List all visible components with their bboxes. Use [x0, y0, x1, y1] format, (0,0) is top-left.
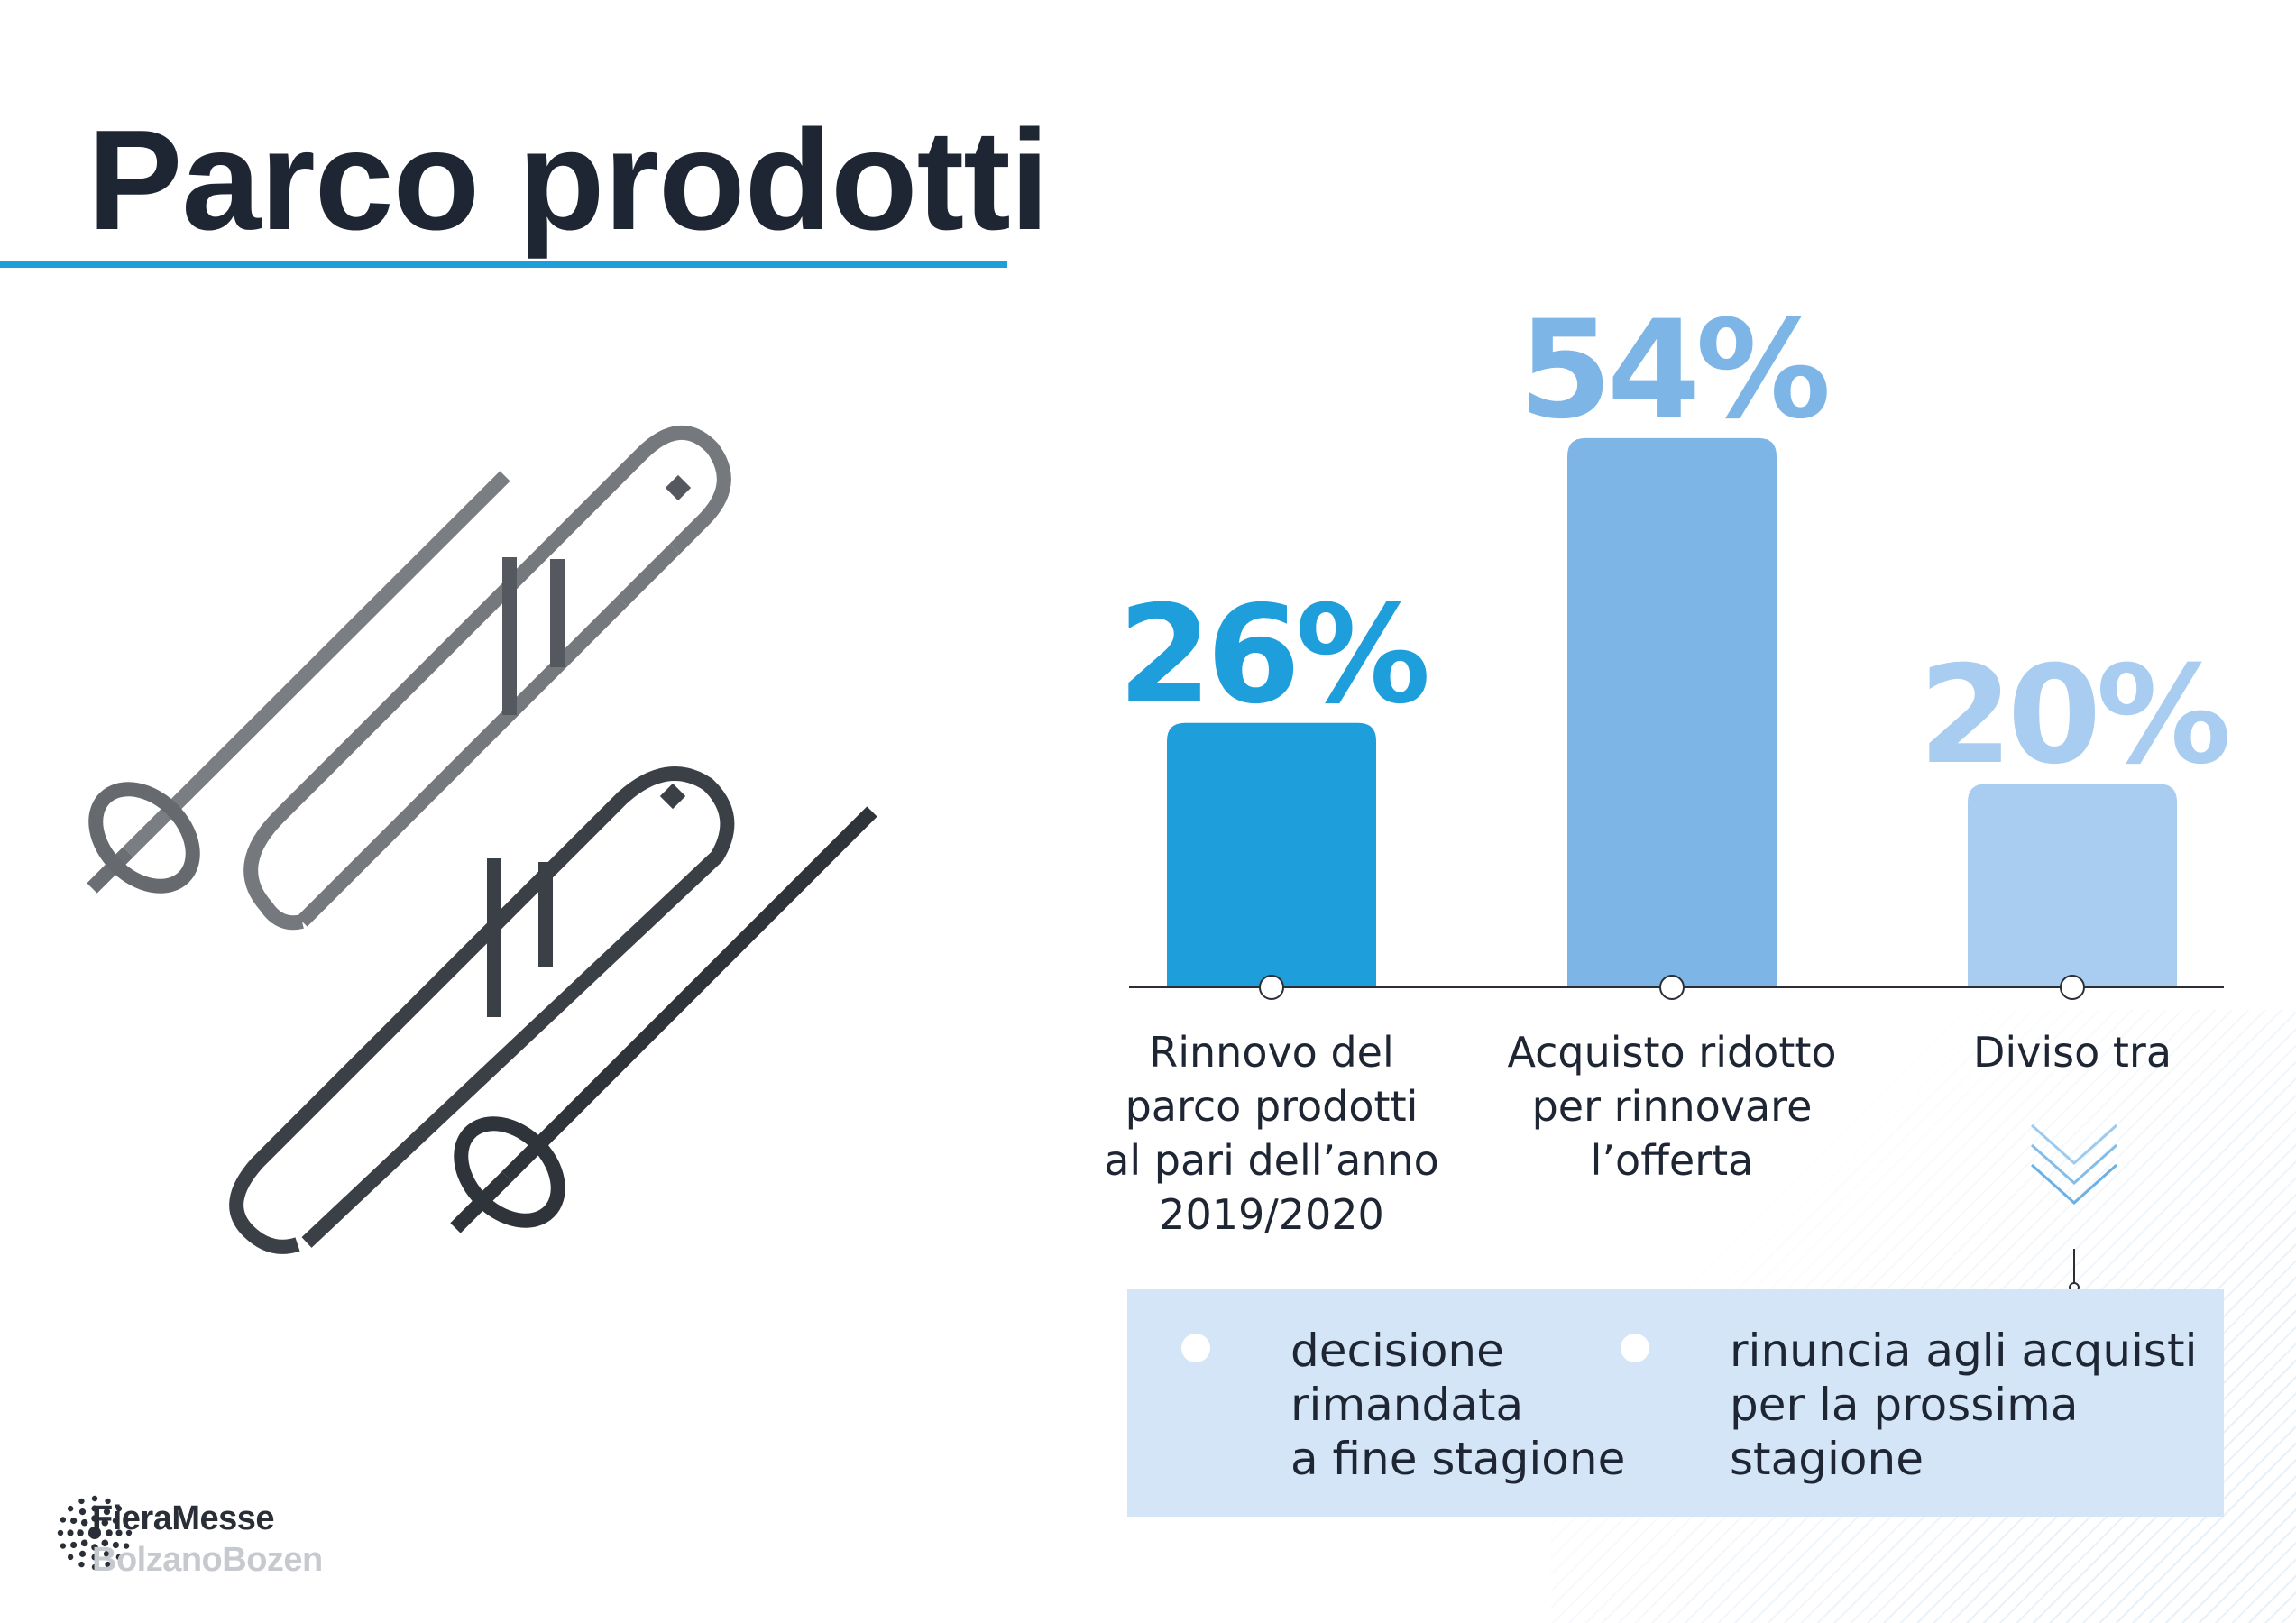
ski-upper — [243, 425, 731, 931]
title-underline — [0, 261, 1007, 268]
bullet-icon — [1181, 1334, 1210, 1362]
axis-marker-2 — [1659, 975, 1685, 1000]
axis-marker-3 — [2060, 975, 2085, 1000]
bullet-icon — [1621, 1334, 1649, 1362]
option-label: decisione rimandata a fine stagione — [1290, 1325, 1626, 1485]
split-options-box: decisione rimandata a fine stagione rinu… — [1127, 1289, 2224, 1517]
ski-lower — [229, 766, 735, 1254]
logo-wordmark-bolzanobozen: BolzanoBozen — [92, 1541, 323, 1579]
bar-value-label-1: 26% — [1117, 576, 1430, 734]
page-title: Parco prodotti — [87, 101, 1050, 260]
bar-3 — [1968, 784, 2177, 987]
category-label-3: Diviso tra — [1972, 1028, 2172, 1077]
fieramesse-dots-logo — [57, 1495, 133, 1571]
axis-marker-1 — [1259, 975, 1284, 1000]
ski-pole-lower — [450, 806, 877, 1233]
bar-value-label-3: 20% — [1918, 637, 2231, 795]
bar-value-label-2: 54% — [1518, 291, 1831, 449]
option-label: rinuncia agli acquisti per la prossima s… — [1730, 1325, 2198, 1485]
chevron-down-icon — [2031, 1123, 2117, 1293]
ski-and-poles-icon — [87, 425, 877, 1254]
logo-wordmark-fieramesse: FieraMesse — [92, 1499, 275, 1537]
bar-1 — [1167, 722, 1376, 987]
category-label-2: Acquisto ridotto per rinnovare l’offerta — [1507, 1028, 1837, 1185]
ski-pole-upper — [87, 471, 510, 894]
category-label-1: Rinnovo del parco prodotti al pari dell’… — [1104, 1028, 1439, 1239]
bar-2 — [1567, 437, 1777, 987]
